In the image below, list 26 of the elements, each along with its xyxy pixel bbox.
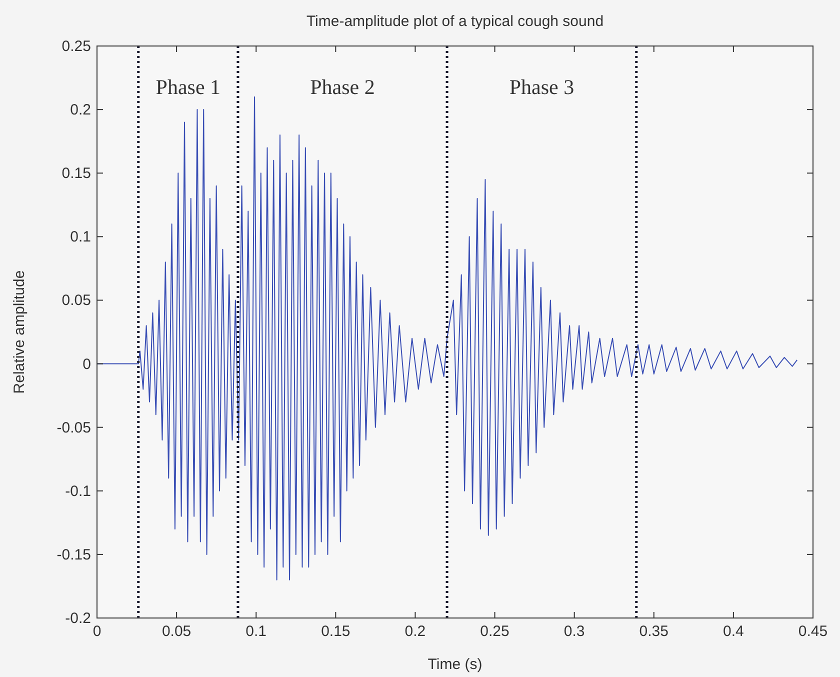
x-tick-label: 0.35	[639, 623, 668, 640]
y-tick-label: -0.1	[65, 482, 91, 500]
x-tick-label: 0.15	[321, 623, 350, 640]
x-tick-label: 0.1	[246, 623, 267, 640]
x-tick-label: 0.05	[162, 623, 192, 640]
y-tick-label: 0.25	[62, 38, 91, 55]
y-tick-label: 0.15	[62, 165, 91, 182]
y-tick-label: 0.05	[62, 292, 91, 310]
y-axis-title: Relative amplitude	[11, 270, 28, 394]
x-tick-label: 0.3	[564, 623, 585, 640]
x-tick-label: 0.4	[723, 623, 744, 640]
y-tick-label: -0.15	[56, 546, 91, 564]
y-tick-label: 0.1	[70, 228, 91, 246]
y-tick-label: -0.05	[56, 419, 91, 436]
y-tick-label: 0	[82, 356, 91, 373]
x-tick-label: 0.2	[404, 623, 426, 640]
x-tick-label: 0.45	[798, 623, 828, 640]
x-tick-label: 0	[92, 623, 102, 640]
annotation: Phase 3	[509, 75, 574, 99]
chart-title: Time-amplitude plot of a typical cough sound	[306, 13, 604, 30]
annotation: Phase 1	[156, 75, 221, 99]
x-axis-title: Time (s)	[428, 656, 482, 673]
x-tick-label: 0.25	[480, 623, 510, 640]
y-tick-label: -0.2	[65, 610, 91, 627]
y-tick-label: 0.2	[70, 102, 91, 119]
annotation: Phase 2	[310, 75, 375, 99]
